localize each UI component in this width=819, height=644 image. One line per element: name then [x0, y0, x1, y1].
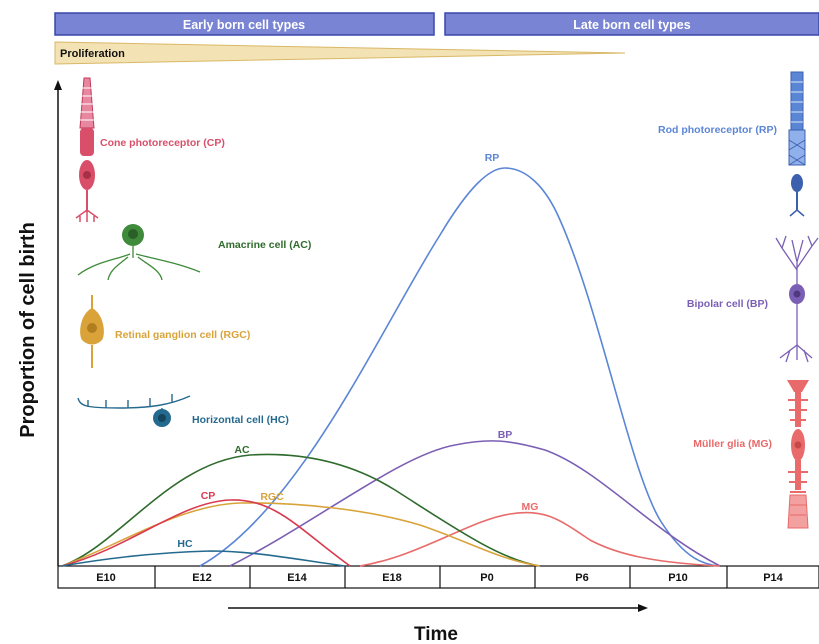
proliferation-wedge: Proliferation [54, 41, 626, 65]
curve-label-cp: CP [201, 490, 216, 502]
cell-label-rp: Rod photoreceptor (RP) [658, 124, 777, 136]
late-born-banner: Late born cell types [444, 12, 819, 36]
early-born-label: Early born cell types [183, 18, 305, 32]
rgc-curve [61, 502, 541, 567]
curve-label-bp: BP [498, 429, 513, 441]
curve-label-mg: MG [522, 501, 539, 513]
curve-label-hc: HC [177, 538, 193, 550]
late-born-label: Late born cell types [573, 18, 690, 32]
retinal-ganglion-cell-illustration [80, 295, 104, 368]
timeline: E10 E12 E14 E18 P0 P6 P10 P14 [57, 565, 819, 589]
muller-glia-illustration [787, 380, 809, 529]
tick-label: P0 [480, 572, 493, 584]
y-axis [54, 80, 62, 566]
rod-photoreceptor-illustration [788, 71, 806, 217]
bipolar-cell-illustration [775, 235, 819, 363]
horizontal-cell-illustration [77, 394, 191, 427]
cp-curve [61, 499, 351, 567]
tick-label: P10 [668, 572, 688, 584]
tick-label: E14 [287, 572, 307, 584]
early-born-banner: Early born cell types [54, 12, 435, 36]
cone-photoreceptor-illustration [75, 77, 99, 222]
cell-label-rgc: Retinal ganglion cell (RGC) [115, 329, 250, 341]
cell-label-hc: Horizontal cell (HC) [192, 414, 289, 426]
ac-curve [61, 453, 541, 567]
curve-label-ac: AC [234, 444, 250, 456]
tick-label: E12 [192, 572, 212, 584]
hc-curve [61, 550, 346, 567]
tick-label: E10 [96, 572, 116, 584]
cell-label-bp: Bipolar cell (BP) [687, 298, 768, 310]
tick-label: P6 [575, 572, 588, 584]
amacrine-cell-illustration [77, 224, 201, 281]
x-axis-title: Time [414, 624, 458, 644]
tick-label: P14 [763, 572, 783, 584]
cell-label-cp: Cone photoreceptor (CP) [100, 137, 225, 149]
bp-curve [229, 440, 721, 567]
curve-label-rgc: RGC [260, 491, 284, 503]
tick-label: E18 [382, 572, 402, 584]
proliferation-label: Proliferation [60, 48, 125, 60]
mg-curve [359, 511, 721, 567]
cell-label-ac: Amacrine cell (AC) [218, 239, 311, 251]
rp-curve [199, 167, 721, 567]
time-arrow [228, 604, 648, 612]
cell-label-mg: Müller glia (MG) [693, 438, 772, 450]
y-axis-title: Proportion of cell birth [17, 222, 39, 438]
curve-label-rp: RP [485, 152, 500, 164]
